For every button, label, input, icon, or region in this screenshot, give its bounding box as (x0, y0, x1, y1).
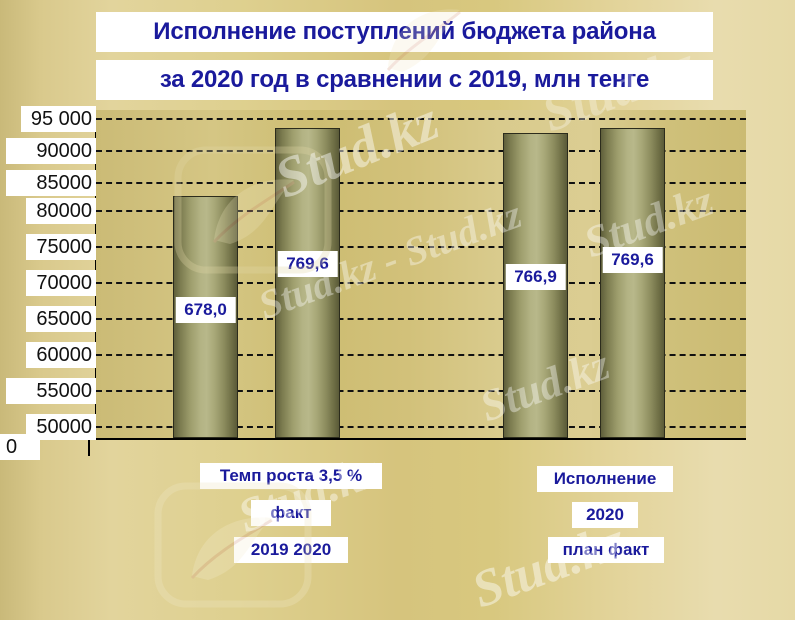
y-axis-origin-tick (88, 438, 90, 456)
gridline-95000 (96, 118, 746, 120)
bar-2020-fakt-right[interactable]: 769,6 (600, 128, 665, 438)
y-axis-label-80000: 80000 (26, 198, 96, 224)
y-axis-label-60000: 60000 (26, 342, 96, 368)
title-line-2: за 2020 год в сравнении с 2019, млн тенг… (96, 60, 713, 100)
y-axis-label-90000: 90000 (6, 138, 96, 164)
y-axis-label-95000: 95 000 (20, 106, 96, 132)
chart-title: Исполнение поступлений бюджета района за… (96, 12, 713, 100)
gridline-75000 (96, 246, 746, 248)
gridline-90000 (96, 150, 746, 152)
bar-value-label-3: 769,6 (602, 247, 663, 273)
gridline-60000 (96, 354, 746, 356)
caption-right-execution: Исполнение (537, 466, 673, 492)
y-axis-label-70000: 70000 (26, 270, 96, 296)
y-axis-label-85000: 85000 (6, 170, 96, 196)
title-line-1: Исполнение поступлений бюджета района (96, 12, 713, 52)
caption-left-growth-rate: Темп роста 3,5 % (200, 463, 382, 489)
y-axis-label-75000: 75000 (26, 234, 96, 260)
plot-area: 678,0 769,6 766,9 769,6 (96, 110, 746, 440)
bar-value-label-2: 766,9 (505, 264, 566, 290)
caption-left-fact: факт (251, 500, 331, 526)
bar-2019-fakt[interactable]: 678,0 (173, 196, 238, 438)
y-axis-label-0: 0 (0, 434, 40, 460)
caption-right-series: план факт (548, 537, 664, 563)
y-axis: 95 000 90000 85000 80000 75000 70000 650… (0, 106, 96, 460)
gridline-70000 (96, 282, 746, 284)
caption-right-year: 2020 (572, 502, 638, 528)
caption-left-years: 2019 2020 (234, 537, 348, 563)
y-axis-label-65000: 65000 (26, 306, 96, 332)
gridline-55000 (96, 390, 746, 392)
gridline-65000 (96, 318, 746, 320)
bar-2020-plan[interactable]: 766,9 (503, 133, 568, 438)
gridline-50000 (96, 426, 746, 428)
gridline-80000 (96, 210, 746, 212)
gridline-85000 (96, 182, 746, 184)
bar-value-label-0: 678,0 (175, 297, 236, 323)
bar-value-label-1: 769,6 (277, 251, 338, 277)
bar-2020-fakt[interactable]: 769,6 (275, 128, 340, 438)
y-axis-label-55000: 55000 (6, 378, 96, 404)
watermark-text-5: Stud.kz (231, 443, 387, 544)
